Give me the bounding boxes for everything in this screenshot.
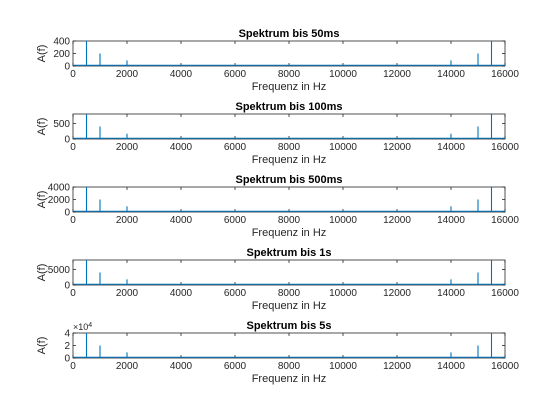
x-tick-label: 4000	[170, 69, 193, 80]
y-tick-label: 0	[64, 135, 70, 146]
x-tick-label: 16000	[491, 361, 519, 372]
x-tick-label: 16000	[491, 69, 519, 80]
x-tick-label: 2000	[116, 142, 139, 153]
x-tick-label: 10000	[329, 142, 357, 153]
x-tick-label: 6000	[224, 288, 247, 299]
x-tick-label: 6000	[224, 69, 247, 80]
x-axis-label: Frequenz in Hz	[252, 227, 327, 239]
plot-box	[72, 113, 506, 140]
y-tick-label: 5000	[48, 265, 71, 276]
x-tick-label: 12000	[383, 361, 411, 372]
subplot-2: Spektrum bis 100ms 0 2000 4000 6000 8000 10000…	[36, 101, 519, 166]
x-tick-label: 10000	[329, 361, 357, 372]
y-axis-label: A(f)	[36, 264, 48, 282]
x-tick-label: 10000	[329, 215, 357, 226]
x-tick-label: 0	[70, 215, 76, 226]
x-tick-label: 6000	[224, 361, 247, 372]
x-tick-label: 8000	[278, 69, 301, 80]
y-tick-label: 2000	[48, 195, 71, 206]
x-tick-label: 14000	[437, 142, 465, 153]
y-tick-label: 0	[64, 62, 70, 73]
y-tick-label: 4000	[48, 183, 71, 194]
x-axis-label: Frequenz in Hz	[252, 81, 327, 93]
y-tick-label: 0	[64, 208, 70, 219]
y-axis-label: A(f)	[36, 45, 48, 63]
x-tick-label: 2000	[116, 215, 139, 226]
y-tick-label: 4	[64, 329, 70, 340]
x-tick-label: 0	[70, 142, 76, 153]
x-tick-label: 8000	[278, 288, 301, 299]
x-tick-label: 4000	[170, 215, 193, 226]
x-tick-label: 4000	[170, 142, 193, 153]
y-tick-label: 0	[64, 281, 70, 292]
x-tick-label: 12000	[383, 288, 411, 299]
x-tick-label: 6000	[224, 215, 247, 226]
x-tick-label: 0	[70, 69, 76, 80]
y-exponent: ×104	[73, 322, 92, 332]
y-tick-label: 200	[53, 49, 70, 60]
y-axis-label: A(f)	[36, 191, 48, 209]
subplot-title: Spektrum bis 500ms	[236, 174, 343, 186]
x-tick-label: 4000	[170, 361, 193, 372]
x-tick-label: 2000	[116, 69, 139, 80]
x-tick-label: 8000	[278, 361, 301, 372]
x-tick-label: 14000	[437, 69, 465, 80]
x-tick-label: 16000	[491, 215, 519, 226]
x-tick-label: 0	[70, 288, 76, 299]
subplot-title: Spektrum bis 5s	[247, 320, 332, 332]
x-tick-label: 10000	[329, 288, 357, 299]
subplot-title: Spektrum bis 100ms	[236, 101, 343, 113]
x-tick-label: 2000	[116, 361, 139, 372]
subplot-title: Spektrum bis 50ms	[239, 28, 340, 40]
x-tick-label: 0	[70, 361, 76, 372]
x-tick-label: 12000	[383, 215, 411, 226]
subplot-title: Spektrum bis 1s	[247, 247, 332, 259]
x-tick-label: 14000	[437, 288, 465, 299]
y-exponent-base: ×10	[73, 322, 88, 332]
y-axis-label: A(f)	[36, 337, 48, 355]
y-axis-label: A(f)	[36, 118, 48, 136]
plot-box	[72, 40, 506, 67]
y-tick-label: 400	[53, 37, 70, 48]
plot-box	[72, 332, 506, 359]
x-tick-label: 16000	[491, 288, 519, 299]
x-tick-label: 12000	[383, 69, 411, 80]
x-axis-label: Frequenz in Hz	[252, 300, 327, 312]
subplot-4: Spektrum bis 1s 0 2000 4000 6000 8000 10000 120…	[36, 247, 519, 312]
x-axis-label: Frequenz in Hz	[252, 154, 327, 166]
plot-box	[72, 259, 506, 286]
x-tick-label: 10000	[329, 69, 357, 80]
x-tick-label: 6000	[224, 142, 247, 153]
x-axis-label: Frequenz in Hz	[252, 373, 327, 385]
plot-box	[72, 186, 506, 213]
x-tick-label: 12000	[383, 142, 411, 153]
y-exponent-power: 4	[88, 322, 92, 329]
x-tick-label: 16000	[491, 142, 519, 153]
x-tick-label: 2000	[116, 288, 139, 299]
x-tick-label: 14000	[437, 361, 465, 372]
x-tick-label: 8000	[278, 142, 301, 153]
subplot-5: Spektrum bis 5s 0 2000 4000 6000 8000 10000 120…	[36, 320, 519, 385]
x-tick-label: 14000	[437, 215, 465, 226]
y-tick-label: 2	[64, 341, 70, 352]
x-tick-label: 4000	[170, 288, 193, 299]
y-tick-label: 0	[64, 354, 70, 365]
y-tick-label: 500	[53, 119, 70, 130]
x-tick-label: 8000	[278, 215, 301, 226]
